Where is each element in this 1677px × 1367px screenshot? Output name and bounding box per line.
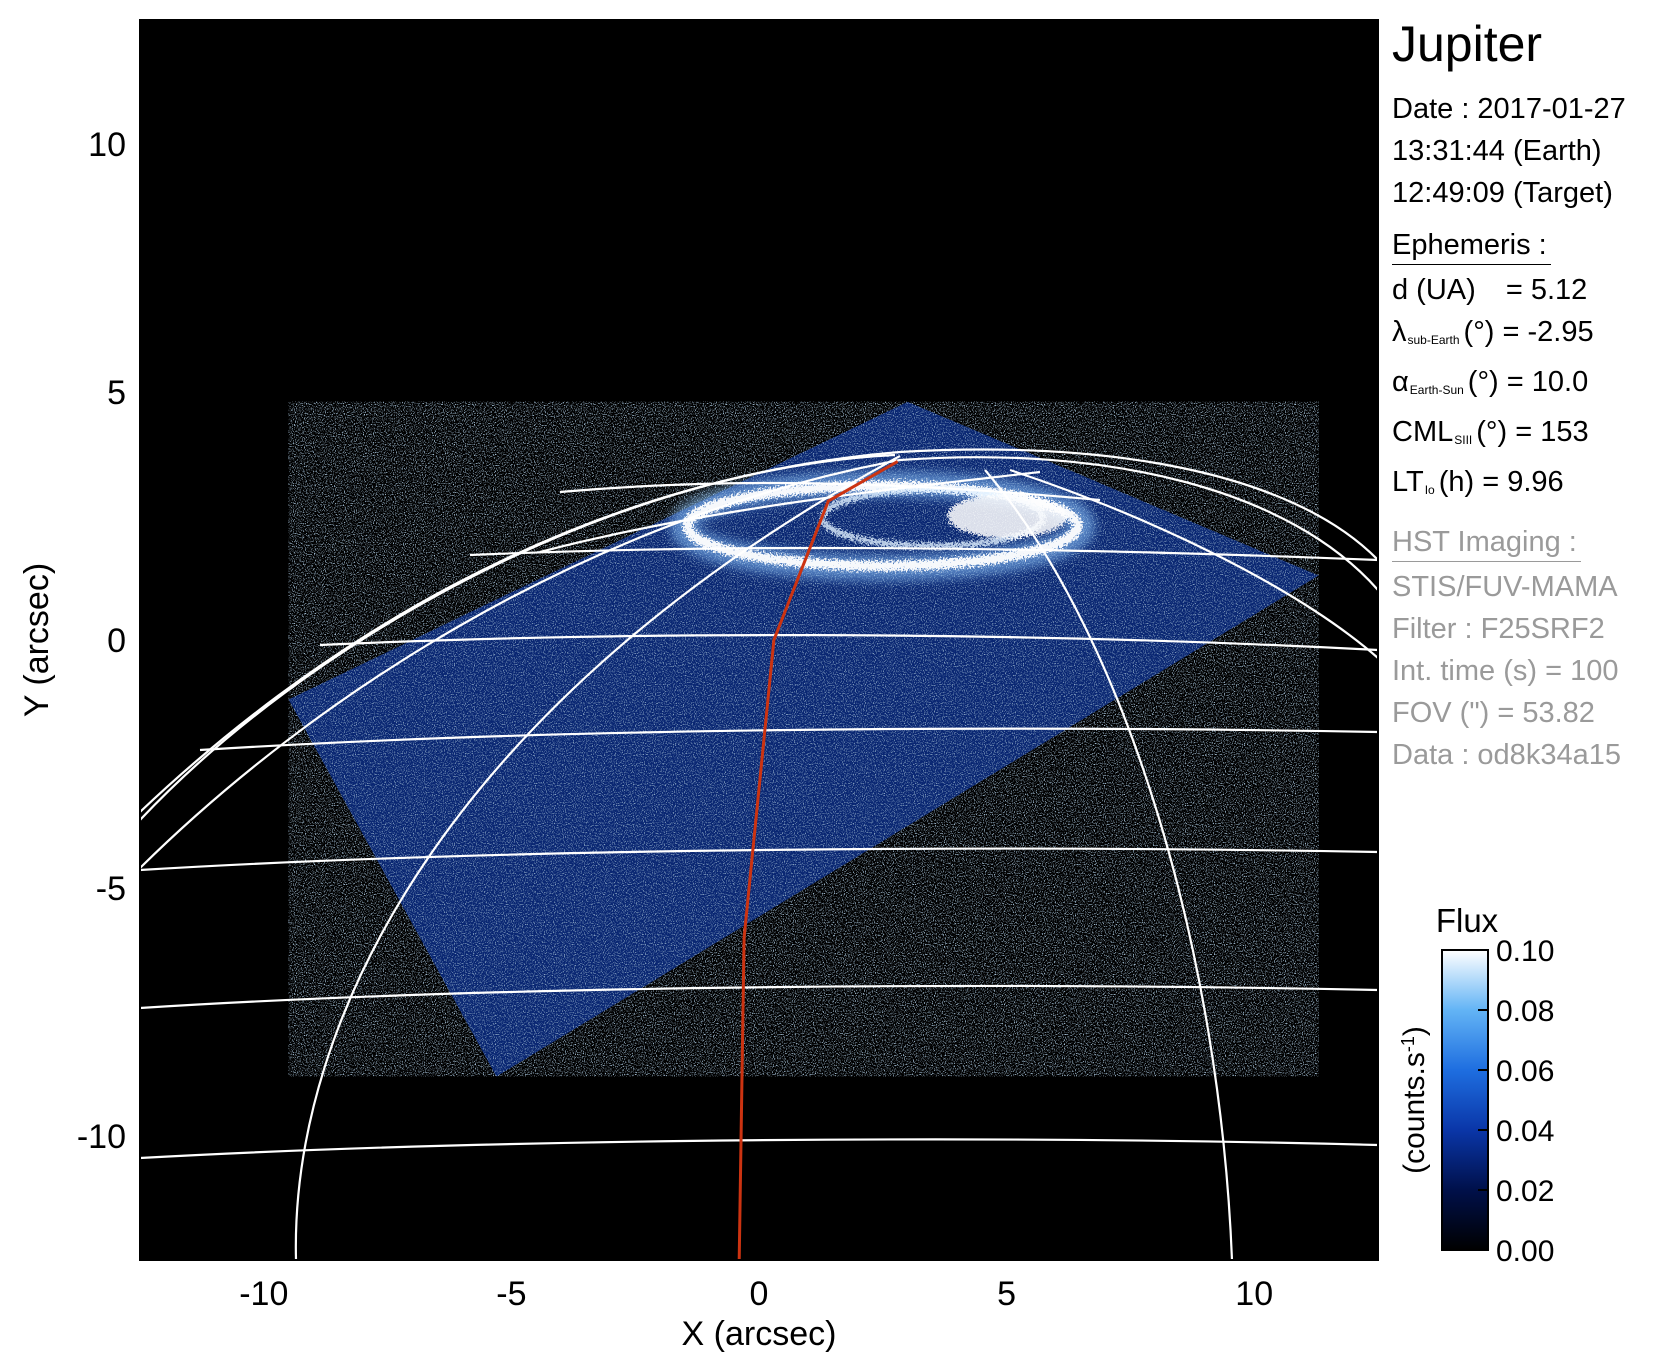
distance-label: d (UA)	[1392, 274, 1476, 306]
filter: Filter : F25SRF2	[1392, 613, 1605, 645]
cml-symbol: CML	[1392, 416, 1454, 448]
latitude-line	[539, 470, 1041, 554]
planet-title: Jupiter	[1392, 16, 1543, 72]
auroral-oval	[669, 470, 1096, 581]
latitude-line	[140, 1138, 1378, 1160]
ephemeris-group: Ephemeris : d (UA) = 5.12 λsub-Earth (°) …	[1392, 226, 1677, 511]
lt-symbol: LT	[1392, 466, 1424, 498]
colorbar-tick-label: 0.02	[1496, 1175, 1554, 1208]
image-shading	[288, 401, 1319, 1077]
x-tick-label: 5	[997, 1275, 1016, 1313]
colorbar-tick-label: 0.04	[1496, 1115, 1554, 1148]
lambda-symbol: λ	[1392, 316, 1407, 348]
auroral-bright-spot	[947, 493, 1068, 538]
latitude-line	[199, 727, 1378, 752]
limb-line-outer	[140, 456, 1378, 869]
y-tick-label: 0	[107, 622, 126, 660]
latitude-line	[319, 634, 1378, 652]
colorbar-ticks: 0.10 0.08 0.06 0.04 0.02 0.00	[1478, 935, 1554, 1268]
x-axis: -10 -5 0 5 10	[239, 1248, 1273, 1313]
longitude-line	[294, 455, 901, 1260]
integration-time: Int. time (s) = 100	[1392, 655, 1619, 687]
longitude-line	[1009, 468, 1378, 659]
time-earth: 13:31:44 (Earth)	[1392, 135, 1602, 167]
x-tick-label: -5	[496, 1275, 526, 1313]
colorbar: Flux 0.10 0.08 0.06 0.04 0.02 0.00 (counts.s-…	[1398, 902, 1554, 1268]
x-tick-label: 0	[750, 1275, 769, 1313]
cml-subscript: SIII	[1454, 433, 1473, 447]
lambda-value: (°) = -2.95	[1463, 316, 1594, 348]
local-time-row: LTIo (h) = 9.96	[1392, 461, 1677, 511]
y-tick-label: 10	[88, 126, 126, 164]
time-target: 12:49:09 (Target)	[1392, 177, 1613, 209]
colorbar-tick-label: 0.06	[1496, 1055, 1554, 1088]
y-tick-label: -10	[77, 1118, 126, 1156]
alpha-subscript: Earth-Sun	[1409, 383, 1464, 397]
data-id: Data : od8k34a15	[1392, 739, 1621, 771]
colorbar-unit-label: (counts.s-1)	[1398, 1026, 1431, 1174]
sub-earth-latitude-row: λsub-Earth (°) = -2.95	[1392, 311, 1677, 361]
distance-row: d (UA) = 5.12	[1392, 269, 1677, 311]
longitude-line	[140, 453, 896, 821]
colorbar-gradient	[1441, 949, 1489, 1251]
ephemeris-heading: Ephemeris :	[1392, 226, 1551, 265]
image-noise-texture	[288, 401, 1319, 1077]
colorbar-tick-label: 0.00	[1496, 1235, 1554, 1268]
x-axis-title: X (arcsec)	[682, 1315, 837, 1353]
x-tick-label: -10	[239, 1275, 288, 1313]
colorbar-title: Flux	[1436, 902, 1499, 939]
lambda-subscript: sub-Earth	[1407, 333, 1460, 347]
field-of-view: FOV (") = 53.82	[1392, 697, 1595, 729]
distance-value: = 5.12	[1505, 274, 1588, 306]
y-axis: 10 5 0 -5 -10	[77, 126, 152, 1156]
latitude-line	[559, 481, 1101, 502]
alpha-symbol: α	[1392, 366, 1409, 398]
phase-angle-row: αEarth-Sun (°) = 10.0	[1392, 361, 1677, 411]
longitude-line	[984, 469, 1234, 1260]
lt-value: (h) = 9.96	[1438, 466, 1564, 498]
y-tick-label: -5	[96, 870, 126, 908]
cml-value: (°) = 153	[1476, 416, 1589, 448]
cml-row: CMLSIII (°) = 153	[1392, 411, 1677, 461]
y-tick-label: 5	[107, 374, 126, 412]
central-meridian-line	[737, 460, 899, 1260]
hst-heading: HST Imaging :	[1392, 523, 1581, 562]
colorbar-tick-label: 0.08	[1496, 995, 1554, 1028]
alpha-value: (°) = 10.0	[1467, 366, 1589, 398]
y-axis-title: Y (arcsec)	[18, 563, 56, 717]
hst-imaging-group: HST Imaging : STIS/FUV-MAMA Filter : F25…	[1392, 523, 1677, 776]
hst-image-footprint	[288, 401, 1319, 1077]
planet-grid	[140, 448, 1378, 1260]
latitude-line	[469, 546, 1378, 562]
colorbar-tick-label: 0.10	[1496, 935, 1554, 968]
info-panel: Jupiter Date : 2017-01-27 13:31:44 (Eart…	[1392, 14, 1677, 776]
x-tick-label: 10	[1235, 1275, 1273, 1313]
date-line: Date : 2017-01-27	[1392, 93, 1626, 125]
instrument: STIS/FUV-MAMA	[1392, 571, 1618, 603]
latitude-line	[140, 984, 1378, 1010]
lt-subscript: Io	[1424, 483, 1435, 497]
